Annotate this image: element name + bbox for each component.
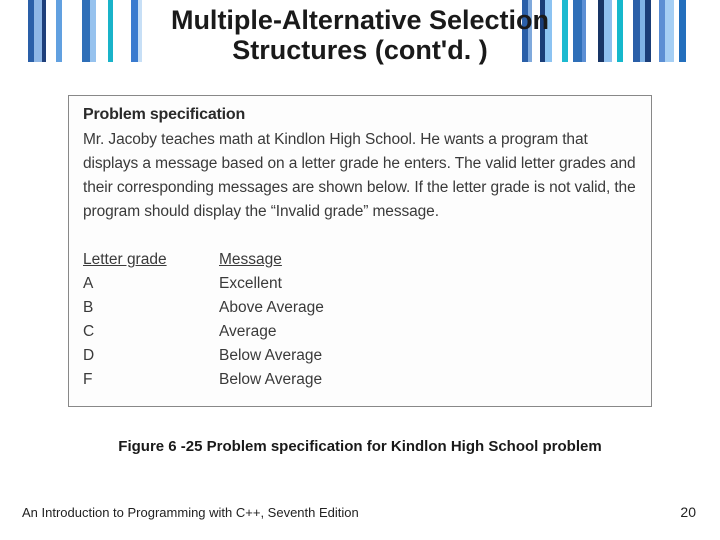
grade-cell: D [83, 344, 171, 368]
footer-book-title: An Introduction to Programming with C++,… [22, 505, 359, 520]
slide-title: Multiple-Alternative Selection Structure… [0, 6, 720, 65]
message-cell: Average [219, 320, 324, 344]
figure-caption: Figure 6 -25 Problem specification for K… [0, 438, 720, 455]
message-cell: Below Average [219, 368, 324, 392]
spec-body: Mr. Jacoby teaches math at Kindlon High … [83, 128, 637, 224]
grade-cell: F [83, 368, 171, 392]
grade-cell: C [83, 320, 171, 344]
message-column: Message Excellent Above Average Average … [219, 248, 324, 392]
message-cell: Excellent [219, 272, 324, 296]
grade-cell: B [83, 296, 171, 320]
footer-page-number: 20 [680, 504, 696, 520]
title-line-1: Multiple-Alternative Selection [171, 5, 549, 35]
grade-message-table: Letter grade A B C D F Message Excellent… [83, 248, 637, 392]
problem-spec-box: Problem specification Mr. Jacoby teaches… [68, 95, 652, 407]
grade-cell: A [83, 272, 171, 296]
message-cell: Above Average [219, 296, 324, 320]
grade-column: Letter grade A B C D F [83, 248, 171, 392]
message-cell: Below Average [219, 344, 324, 368]
spec-heading: Problem specification [83, 106, 637, 124]
grade-col-header: Letter grade [83, 248, 171, 272]
title-line-2: Structures (cont'd. ) [232, 35, 487, 65]
message-col-header: Message [219, 248, 324, 272]
